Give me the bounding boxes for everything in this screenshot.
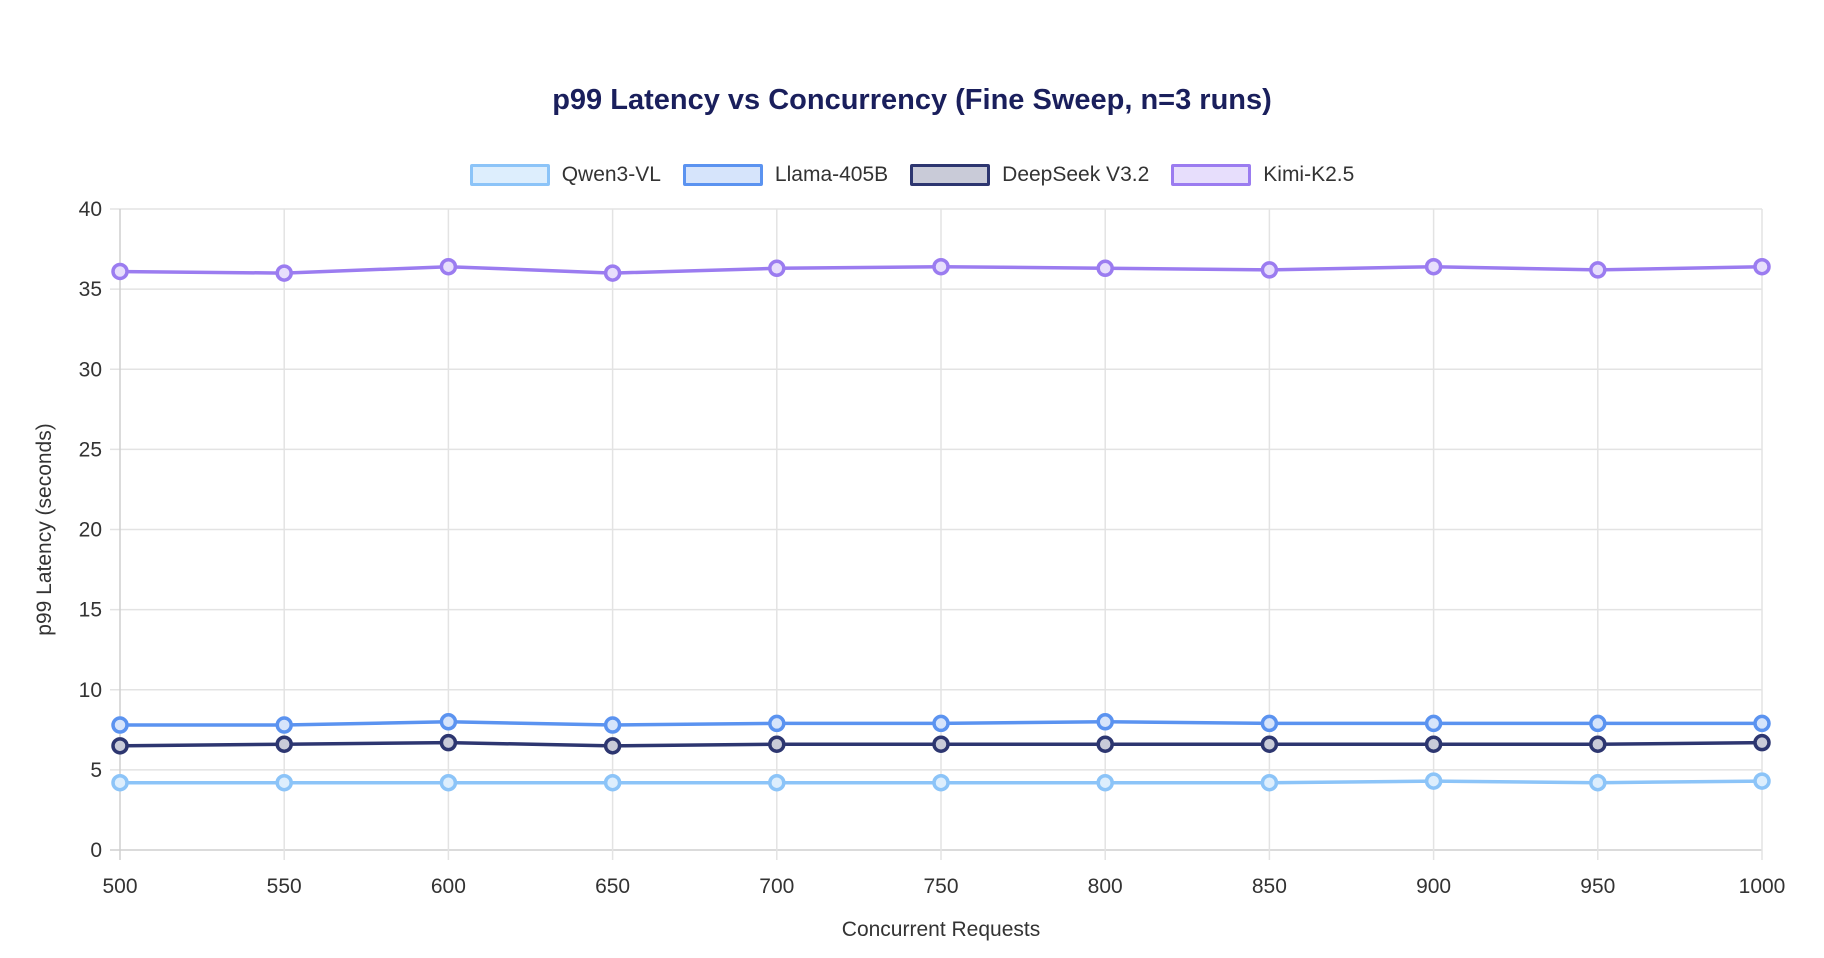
- data-point: [1096, 259, 1114, 278]
- legend: Qwen3-VL Llama-405B DeepSeek V3.2 Kimi-K2.5: [0, 163, 1824, 187]
- data-point: [1424, 257, 1443, 276]
- y-tick-label: 35: [79, 278, 102, 301]
- data-point: [768, 773, 786, 792]
- series-llama-405b: [111, 713, 1771, 734]
- data-point: [1589, 735, 1607, 753]
- data-point: [1260, 261, 1279, 279]
- data-point: [1589, 773, 1607, 792]
- series-qwen3-vl: [111, 772, 1771, 792]
- legend-item[interactable]: Llama-405B: [682, 163, 889, 187]
- y-tick-label: 40: [79, 198, 102, 221]
- x-tick-label: 850: [1252, 875, 1287, 898]
- data-point: [1096, 773, 1114, 792]
- x-tick-label: 900: [1416, 875, 1451, 898]
- data-point: [111, 716, 129, 734]
- x-tick-label: 650: [595, 875, 630, 898]
- x-tick-label: 750: [923, 875, 958, 898]
- legend-item[interactable]: Kimi-K2.5: [1171, 163, 1354, 187]
- legend-swatch: [910, 164, 991, 186]
- y-tick-label: 30: [79, 358, 102, 381]
- legend-swatch: [682, 164, 763, 186]
- x-tick-label: 950: [1580, 875, 1615, 898]
- data-point: [603, 716, 622, 734]
- legend-label: DeepSeek V3.2: [1002, 163, 1150, 186]
- legend-label: Llama-405B: [774, 163, 889, 186]
- x-tick-label: 1000: [1739, 875, 1786, 898]
- data-point: [1753, 772, 1771, 790]
- x-tick-label: 800: [1088, 875, 1123, 898]
- y-tick-label: 15: [79, 599, 102, 622]
- y-tick-label: 5: [90, 759, 102, 782]
- legend-item[interactable]: DeepSeek V3.2: [910, 163, 1149, 187]
- data-point: [1753, 714, 1771, 733]
- data-point: [1424, 735, 1443, 753]
- data-point: [275, 773, 293, 792]
- data-point: [603, 773, 622, 792]
- data-point: [1260, 773, 1279, 792]
- x-tick-label: 500: [102, 875, 137, 898]
- data-point: [1753, 257, 1771, 276]
- legend-swatch: [469, 164, 550, 186]
- data-point: [603, 737, 622, 755]
- x-tick-label: 550: [267, 875, 302, 898]
- y-tick-label: 0: [90, 839, 102, 862]
- data-point: [111, 773, 129, 792]
- data-point: [768, 714, 786, 733]
- data-point: [111, 262, 129, 281]
- data-point: [932, 714, 950, 733]
- legend-label: Kimi-K2.5: [1263, 163, 1355, 186]
- series-deepseek-v3-2: [111, 733, 1771, 755]
- data-point: [1753, 733, 1771, 752]
- data-point: [275, 735, 293, 753]
- data-point: [1424, 772, 1443, 790]
- data-point: [439, 713, 458, 731]
- data-point: [1424, 714, 1443, 733]
- data-point: [1096, 735, 1114, 753]
- data-point: [1096, 713, 1114, 731]
- data-point: [932, 735, 950, 753]
- chart-title: p99 Latency vs Concurrency (Fine Sweep, …: [552, 84, 1272, 116]
- data-point: [111, 737, 129, 755]
- data-point: [768, 735, 786, 753]
- legend-item[interactable]: Qwen3-VL: [469, 163, 661, 187]
- legend-swatch: [1171, 164, 1252, 186]
- data-point: [275, 716, 293, 734]
- x-tick-label: 600: [431, 875, 466, 898]
- data-point: [439, 733, 458, 752]
- y-tick-label: 25: [79, 438, 102, 461]
- data-point: [439, 257, 458, 276]
- data-point: [932, 773, 950, 792]
- legend-label: Qwen3-VL: [561, 163, 661, 186]
- data-point: [603, 264, 622, 282]
- data-point: [439, 773, 458, 792]
- data-point: [1589, 714, 1607, 733]
- data-point: [768, 259, 786, 278]
- y-tick-label: 20: [79, 519, 102, 542]
- series-kimi-k2-5: [111, 257, 1771, 282]
- data-point: [275, 264, 293, 282]
- data-point: [932, 257, 950, 276]
- y-axis-title: p99 Latency (seconds): [33, 423, 56, 635]
- data-point: [1260, 714, 1279, 733]
- data-point: [1589, 261, 1607, 279]
- x-tick-label: 700: [759, 875, 794, 898]
- x-axis-title: Concurrent Requests: [842, 918, 1040, 941]
- y-tick-label: 10: [79, 679, 102, 702]
- data-point: [1260, 735, 1279, 753]
